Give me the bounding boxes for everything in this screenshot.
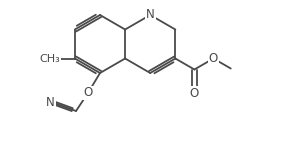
Text: O: O [83,86,93,100]
Text: N: N [146,7,154,21]
Text: CH₃: CH₃ [39,54,60,64]
Text: O: O [209,52,218,65]
Text: O: O [190,87,199,100]
Text: N: N [46,96,55,109]
